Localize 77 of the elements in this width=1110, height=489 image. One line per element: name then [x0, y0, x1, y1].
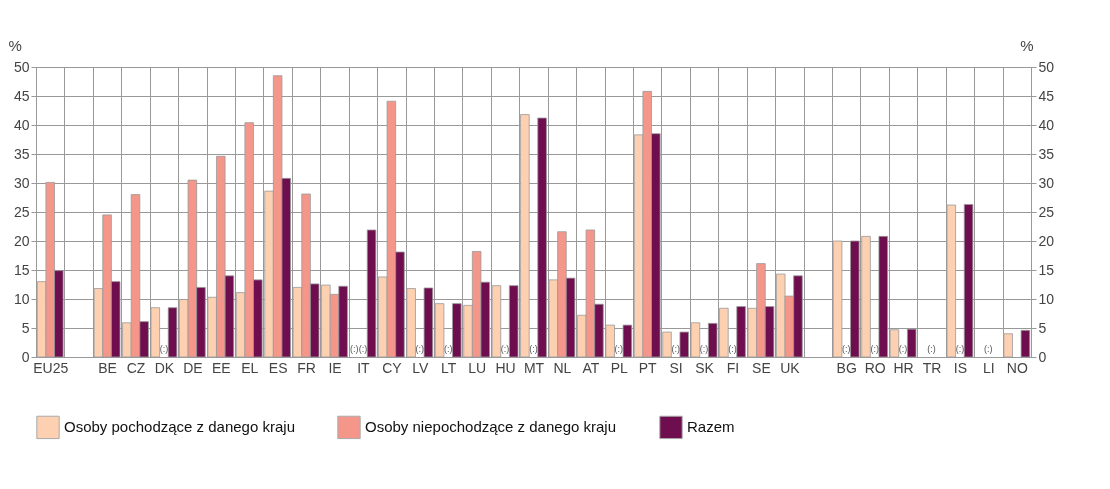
x-tick-label: AT: [582, 359, 600, 376]
x-tick-label: HR: [893, 359, 914, 376]
x-tick-label: BE: [98, 359, 117, 376]
y2-tick-label: 5: [1038, 319, 1047, 336]
x-tick-label: HU: [495, 359, 516, 376]
y-axis-title: %: [8, 36, 22, 54]
y-tick-label: 40: [13, 116, 30, 133]
y-tick-label: 0: [21, 348, 30, 365]
y-tick-label: 15: [13, 261, 30, 278]
x-tick-label: LU: [468, 359, 487, 376]
x-tick-label: NL: [553, 359, 572, 376]
x-tick-label: IE: [328, 359, 342, 376]
y-tick-label: 5: [21, 319, 30, 336]
x-tick-label: CZ: [126, 359, 146, 376]
y-tick-label: 45: [13, 87, 30, 104]
text: (:): [728, 344, 737, 354]
x-tick-label: ES: [268, 359, 288, 376]
x-tick-label: NO: [1006, 359, 1028, 376]
x-tick-label: FI: [726, 359, 740, 376]
text: (:): [358, 344, 368, 354]
text: (:): [955, 344, 965, 354]
x-tick-label: RO: [864, 359, 886, 376]
x-tick-label: BG: [836, 359, 857, 376]
x-tick-label: IT: [357, 359, 371, 376]
y2-tick-label: 10: [1038, 290, 1055, 307]
x-tick-label: CY: [382, 359, 403, 376]
text: (:): [500, 344, 510, 354]
text: (:): [927, 344, 936, 354]
x-tick-label: IS: [953, 359, 968, 376]
text: (:): [699, 344, 709, 354]
y2-tick-label: 0: [1038, 348, 1047, 365]
y2-tick-label: 20: [1038, 232, 1055, 249]
y2-tick-label: 25: [1038, 203, 1055, 220]
x-tick-label: TR: [922, 359, 942, 376]
text: (:): [614, 344, 624, 354]
x-tick-label: DE: [183, 359, 203, 376]
x-tick-label: EL: [241, 359, 259, 376]
y2-tick-label: 50: [1038, 58, 1055, 75]
y-tick-label: 25: [13, 203, 30, 220]
x-tick-label: FR: [297, 359, 316, 376]
legend-label: Osoby niepochodzące z danego kraju: [365, 418, 617, 436]
x-tick-label: LI: [983, 359, 995, 376]
x-tick-label: EU25: [33, 359, 69, 376]
x-tick-label: EE: [211, 359, 231, 376]
y2-tick-label: 15: [1038, 261, 1055, 278]
text: (:): [415, 344, 425, 354]
x-tick-label: LV: [412, 359, 429, 376]
x-tick-label: SI: [669, 359, 683, 376]
y2-tick-label: 35: [1038, 145, 1055, 162]
legend-label: Osoby pochodzące z danego kraju: [64, 418, 295, 436]
text: (:): [529, 344, 538, 354]
x-tick-label: PT: [638, 359, 658, 376]
y-tick-label: 35: [13, 145, 30, 162]
text: (:): [870, 344, 879, 354]
y2-tick-label: 45: [1038, 87, 1055, 104]
x-tick-label: SE: [752, 359, 771, 376]
text: (:): [898, 344, 908, 354]
x-tick-label: MT: [523, 359, 545, 376]
text: (:): [841, 344, 851, 354]
y-tick-label: 50: [13, 58, 30, 75]
y2-tick-label: 30: [1038, 174, 1055, 191]
text: (:): [159, 344, 169, 354]
text: (:): [350, 344, 359, 354]
y-tick-label: 30: [13, 174, 30, 191]
x-tick-label: SK: [695, 359, 715, 376]
x-tick-label: PL: [610, 359, 629, 376]
text: (:): [984, 344, 993, 354]
text: (:): [443, 344, 453, 354]
y2-axis-title: %: [1020, 36, 1034, 54]
x-tick-label: LT: [441, 359, 457, 376]
y-tick-label: 10: [13, 290, 30, 307]
x-tick-label: UK: [780, 359, 801, 376]
y2-tick-label: 40: [1038, 116, 1055, 133]
x-tick-label: DK: [154, 359, 175, 376]
legend-label: Razem: [687, 418, 735, 436]
text: (:): [671, 344, 680, 354]
y-tick-label: 20: [13, 232, 30, 249]
